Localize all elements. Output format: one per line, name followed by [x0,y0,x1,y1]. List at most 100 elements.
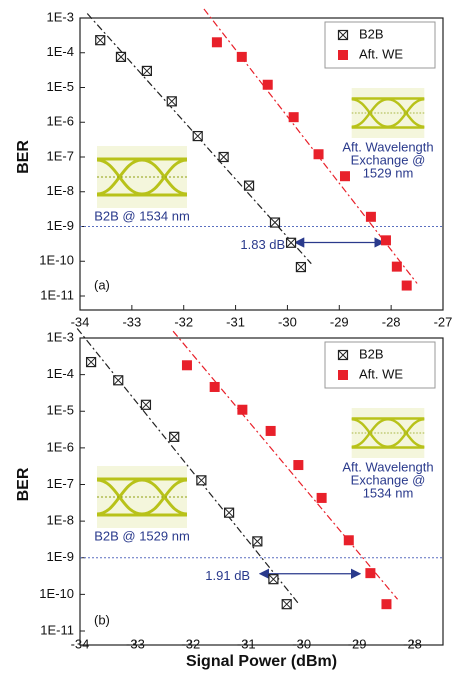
marker-square [340,171,350,181]
marker-square [237,52,247,62]
y-tick-label: 1E-7 [47,476,74,491]
panel-label: (b) [94,612,110,627]
y-tick-label: 1E-8 [47,183,74,198]
data-point [142,66,151,75]
legend-label: Aft. WE [359,46,403,61]
inset-label: B2B @ 1534 nm [94,208,190,223]
eye-inset [97,146,187,208]
eye-inset [352,408,425,458]
marker-square [266,426,276,436]
data-point [282,600,291,609]
marker-square [402,281,412,291]
inset-label: 1534 nm [363,485,414,500]
data-point [116,52,125,61]
x-tick-label: -28 [382,314,401,329]
legend-label: Aft. WE [359,366,403,381]
y-tick-label: 1E-6 [47,439,74,454]
marker-square [237,405,247,415]
x-tick-label: -32 [174,314,193,329]
data-point [289,112,299,122]
marker-square [366,212,376,222]
data-point [114,376,123,385]
y-tick-label: 1E-6 [47,114,74,129]
data-point [269,575,278,584]
legend-label: B2B [359,26,384,41]
marker-square [338,370,348,380]
y-tick-label: 1E-11 [40,287,74,302]
y-tick-label: 1E-9 [47,218,74,233]
x-tick-label: -31 [226,314,245,329]
panel-label: (a) [94,277,110,292]
data-point [263,80,273,90]
x-tick-label: -27 [434,314,453,329]
data-point [381,235,391,245]
y-tick-label: 1E-5 [47,403,74,418]
data-point [237,405,247,415]
marker-square [289,112,299,122]
y-axis-title: BER [15,140,32,174]
data-point [365,568,375,578]
data-point [402,281,412,291]
data-point [296,263,305,272]
legend-marker [338,370,348,380]
data-point [287,238,296,247]
data-point [212,37,222,47]
eye-inset [352,88,425,138]
x-tick-label: -29 [330,314,349,329]
data-point [392,262,402,272]
marker-square [365,568,375,578]
marker-square [263,80,273,90]
y-tick-label: 1E-4 [47,366,74,381]
marker-square [182,360,192,370]
y-axis-title: BER [15,467,32,501]
marker-square [381,235,391,245]
data-point [182,360,192,370]
y-tick-label: 1E-7 [47,148,74,163]
data-point [253,537,262,546]
x-tick-label: -30 [278,314,297,329]
x-tick-label: -33 [122,314,141,329]
marker-square [344,535,354,545]
data-point [317,493,327,503]
eye-inset [97,466,187,528]
data-point [87,358,96,367]
y-tick-label: 1E-8 [47,513,74,528]
data-point [270,218,279,227]
y-tick-label: 1E-10 [39,253,74,268]
y-tick-label: 1E-9 [47,549,74,564]
penalty-label: 1.91 dB [205,568,250,583]
data-point [237,52,247,62]
data-point [141,400,150,409]
x-axis-title: Signal Power (dBm) [186,653,337,670]
legend-marker [339,351,348,360]
figure: B2B @ 1534 nmAft. WavelengthExchange @15… [0,0,455,673]
penalty-label: 1.83 dB [240,237,285,252]
marker-square [210,382,220,392]
data-point [219,153,228,162]
data-point [167,97,176,106]
data-point [344,535,354,545]
y-tick-label: 1E-11 [40,622,74,637]
data-point [266,426,276,436]
data-point [314,149,324,159]
marker-square [212,37,222,47]
data-point [381,599,391,609]
data-point [197,476,206,485]
inset-label: B2B @ 1529 nm [94,528,190,543]
data-point [170,432,179,441]
legend-marker [338,50,348,60]
y-tick-label: 1E-3 [47,9,74,24]
data-point [225,508,234,517]
legend-label: B2B [359,346,384,361]
marker-square [293,460,303,470]
inset-label: 1529 nm [363,165,414,180]
data-point [245,181,254,190]
data-point [366,212,376,222]
y-tick-label: 1E-10 [39,586,74,601]
y-tick-label: 1E-4 [47,44,74,59]
data-point [96,36,105,45]
y-tick-label: 1E-5 [47,79,74,94]
data-point [193,132,202,141]
x-tick-label: -34 [71,314,90,329]
marker-square [338,50,348,60]
